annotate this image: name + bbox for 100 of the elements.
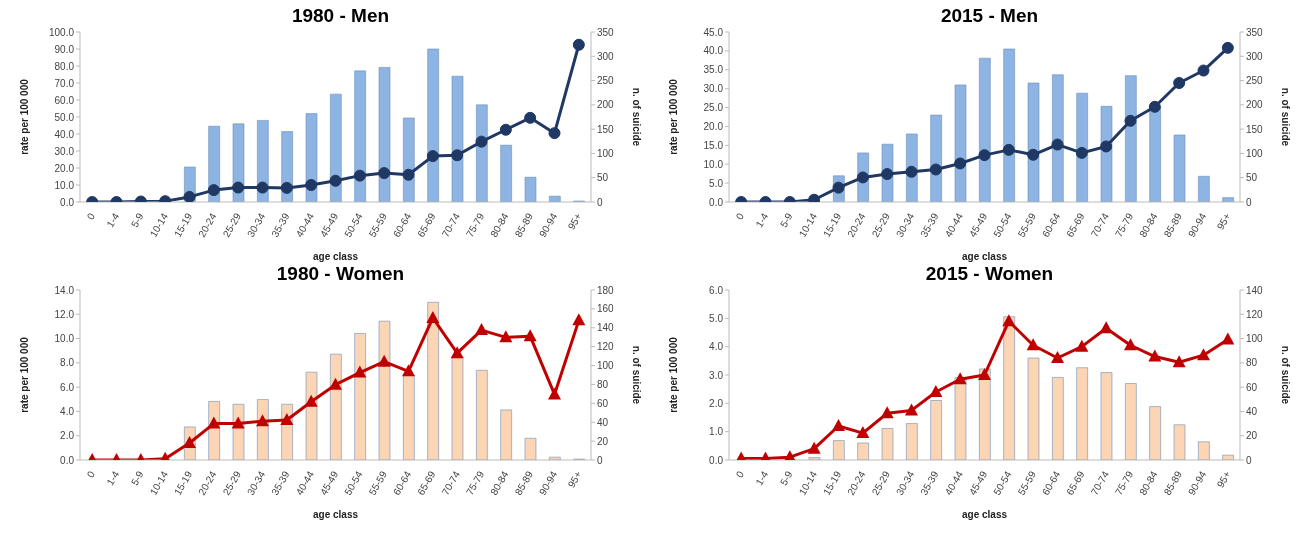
y-tick-label: 6.0: [60, 381, 75, 393]
y2-axis-title: n. of suicide: [1280, 345, 1292, 405]
y2-tick-label: 120: [597, 341, 615, 353]
y2-tick-label: 120: [1246, 308, 1264, 320]
x-tick-label: 5-9: [128, 468, 146, 488]
y2-tick-label: 0: [597, 454, 603, 466]
x-tick-label: 0: [84, 210, 98, 222]
y-tick-label: 25.0: [703, 102, 724, 114]
y2-tick-label: 60: [1246, 381, 1258, 393]
y2-tick-label: 150: [597, 123, 615, 135]
y2-tick-label: 150: [1246, 123, 1264, 135]
y-tick-label: 0.0: [709, 196, 724, 208]
y-axis-title: rate per 100 000: [667, 78, 679, 155]
y2-tick-label: 50: [597, 172, 609, 184]
y2-tick-label: 20: [1246, 430, 1258, 442]
y2-tick-label: 0: [597, 196, 603, 208]
y-tick-label: 20.0: [54, 162, 75, 174]
x-tick-label: 5-9: [128, 210, 146, 230]
y2-tick-label: 0: [1246, 196, 1252, 208]
y-axis-title: rate per 100 000: [18, 78, 30, 155]
y-tick-label: 35.0: [703, 64, 724, 76]
y-tick-label: 6.0: [709, 284, 724, 296]
x-tick-label: 0: [733, 468, 747, 480]
y2-tick-label: 60: [597, 397, 609, 409]
chart-title: 2015 - Women: [924, 262, 1055, 286]
y-tick-label: 60.0: [54, 94, 75, 106]
y2-tick-label: 250: [1246, 75, 1264, 87]
y2-tick-label: 160: [597, 303, 615, 315]
y2-axis-title: n. of suicide: [631, 345, 643, 405]
y-tick-label: 40.0: [703, 45, 724, 57]
y-tick-label: 0.0: [709, 454, 724, 466]
x-tick-label: 95+: [1214, 469, 1233, 490]
y-tick-label: 8.0: [60, 357, 75, 369]
y-tick-label: 30.0: [703, 83, 724, 95]
y-tick-label: 100.0: [48, 26, 75, 38]
y2-tick-label: 100: [1246, 147, 1264, 159]
y-tick-label: 0.0: [60, 454, 75, 466]
y2-tick-label: 50: [1246, 172, 1258, 184]
y-tick-label: 5.0: [709, 312, 724, 324]
chart-title: 1980 - Women: [275, 262, 406, 286]
y-tick-label: 40.0: [54, 128, 75, 140]
y-tick-label: 15.0: [703, 139, 724, 151]
y2-axis-title: n. of suicide: [631, 87, 643, 147]
y2-tick-label: 300: [1246, 50, 1264, 62]
x-tick-label: 5-9: [777, 468, 795, 488]
chart-title: 2015 - Men: [939, 4, 1040, 28]
x-tick-label: 1-4: [753, 468, 771, 488]
y-tick-label: 20.0: [703, 120, 724, 132]
y2-tick-label: 0: [1246, 454, 1252, 466]
y2-tick-label: 40: [597, 416, 609, 428]
y2-tick-label: 100: [597, 147, 615, 159]
y2-tick-label: 20: [597, 435, 609, 447]
x-tick-label: 1-4: [104, 210, 122, 230]
y-tick-label: 2.0: [709, 397, 724, 409]
y-tick-label: 45.0: [703, 26, 724, 38]
y-tick-label: 10.0: [54, 333, 75, 345]
y2-tick-label: 140: [1246, 284, 1264, 296]
y-axis-title: rate per 100 000: [18, 336, 30, 413]
x-axis-title: age class: [961, 251, 1008, 262]
chart-title: 1980 - Men: [290, 4, 391, 28]
y-tick-label: 50.0: [54, 111, 75, 123]
y-tick-label: 0.0: [60, 196, 75, 208]
y2-tick-label: 100: [1246, 333, 1264, 345]
x-axis-title: age class: [312, 251, 359, 262]
y-tick-label: 4.0: [60, 405, 75, 417]
y2-tick-label: 300: [597, 50, 615, 62]
x-tick-label: 5-9: [777, 210, 795, 230]
y2-tick-label: 200: [597, 99, 615, 111]
x-tick-label: 0: [733, 210, 747, 222]
y2-tick-label: 80: [597, 378, 609, 390]
y2-tick-label: 250: [597, 75, 615, 87]
x-tick-label: 1-4: [753, 210, 771, 230]
y2-tick-label: 350: [597, 26, 615, 38]
y2-tick-label: 40: [1246, 405, 1258, 417]
y-tick-label: 10.0: [703, 158, 724, 170]
x-tick-label: 95+: [565, 469, 584, 490]
y-tick-label: 14.0: [54, 284, 75, 296]
y-tick-label: 30.0: [54, 145, 75, 157]
y-tick-label: 80.0: [54, 60, 75, 72]
y-tick-label: 90.0: [54, 43, 75, 55]
y2-tick-label: 350: [1246, 26, 1264, 38]
x-tick-label: 95+: [1214, 211, 1233, 232]
y-tick-label: 1.0: [709, 426, 724, 438]
x-tick-label: 95+: [565, 211, 584, 232]
y2-tick-label: 80: [1246, 357, 1258, 369]
x-axis-title: age class: [312, 509, 359, 520]
y2-tick-label: 100: [597, 360, 615, 372]
y-tick-label: 4.0: [709, 341, 724, 353]
y-tick-label: 12.0: [54, 308, 75, 320]
y-tick-label: 10.0: [54, 179, 75, 191]
y2-axis-title: n. of suicide: [1280, 87, 1292, 147]
y-tick-label: 5.0: [709, 177, 724, 189]
y2-tick-label: 140: [597, 322, 615, 334]
y-tick-label: 70.0: [54, 77, 75, 89]
x-tick-label: 0: [84, 468, 98, 480]
y-tick-label: 3.0: [709, 369, 724, 381]
y2-tick-label: 180: [597, 284, 615, 296]
y-axis-title: rate per 100 000: [667, 336, 679, 413]
x-axis-title: age class: [961, 509, 1008, 520]
y2-tick-label: 200: [1246, 99, 1264, 111]
